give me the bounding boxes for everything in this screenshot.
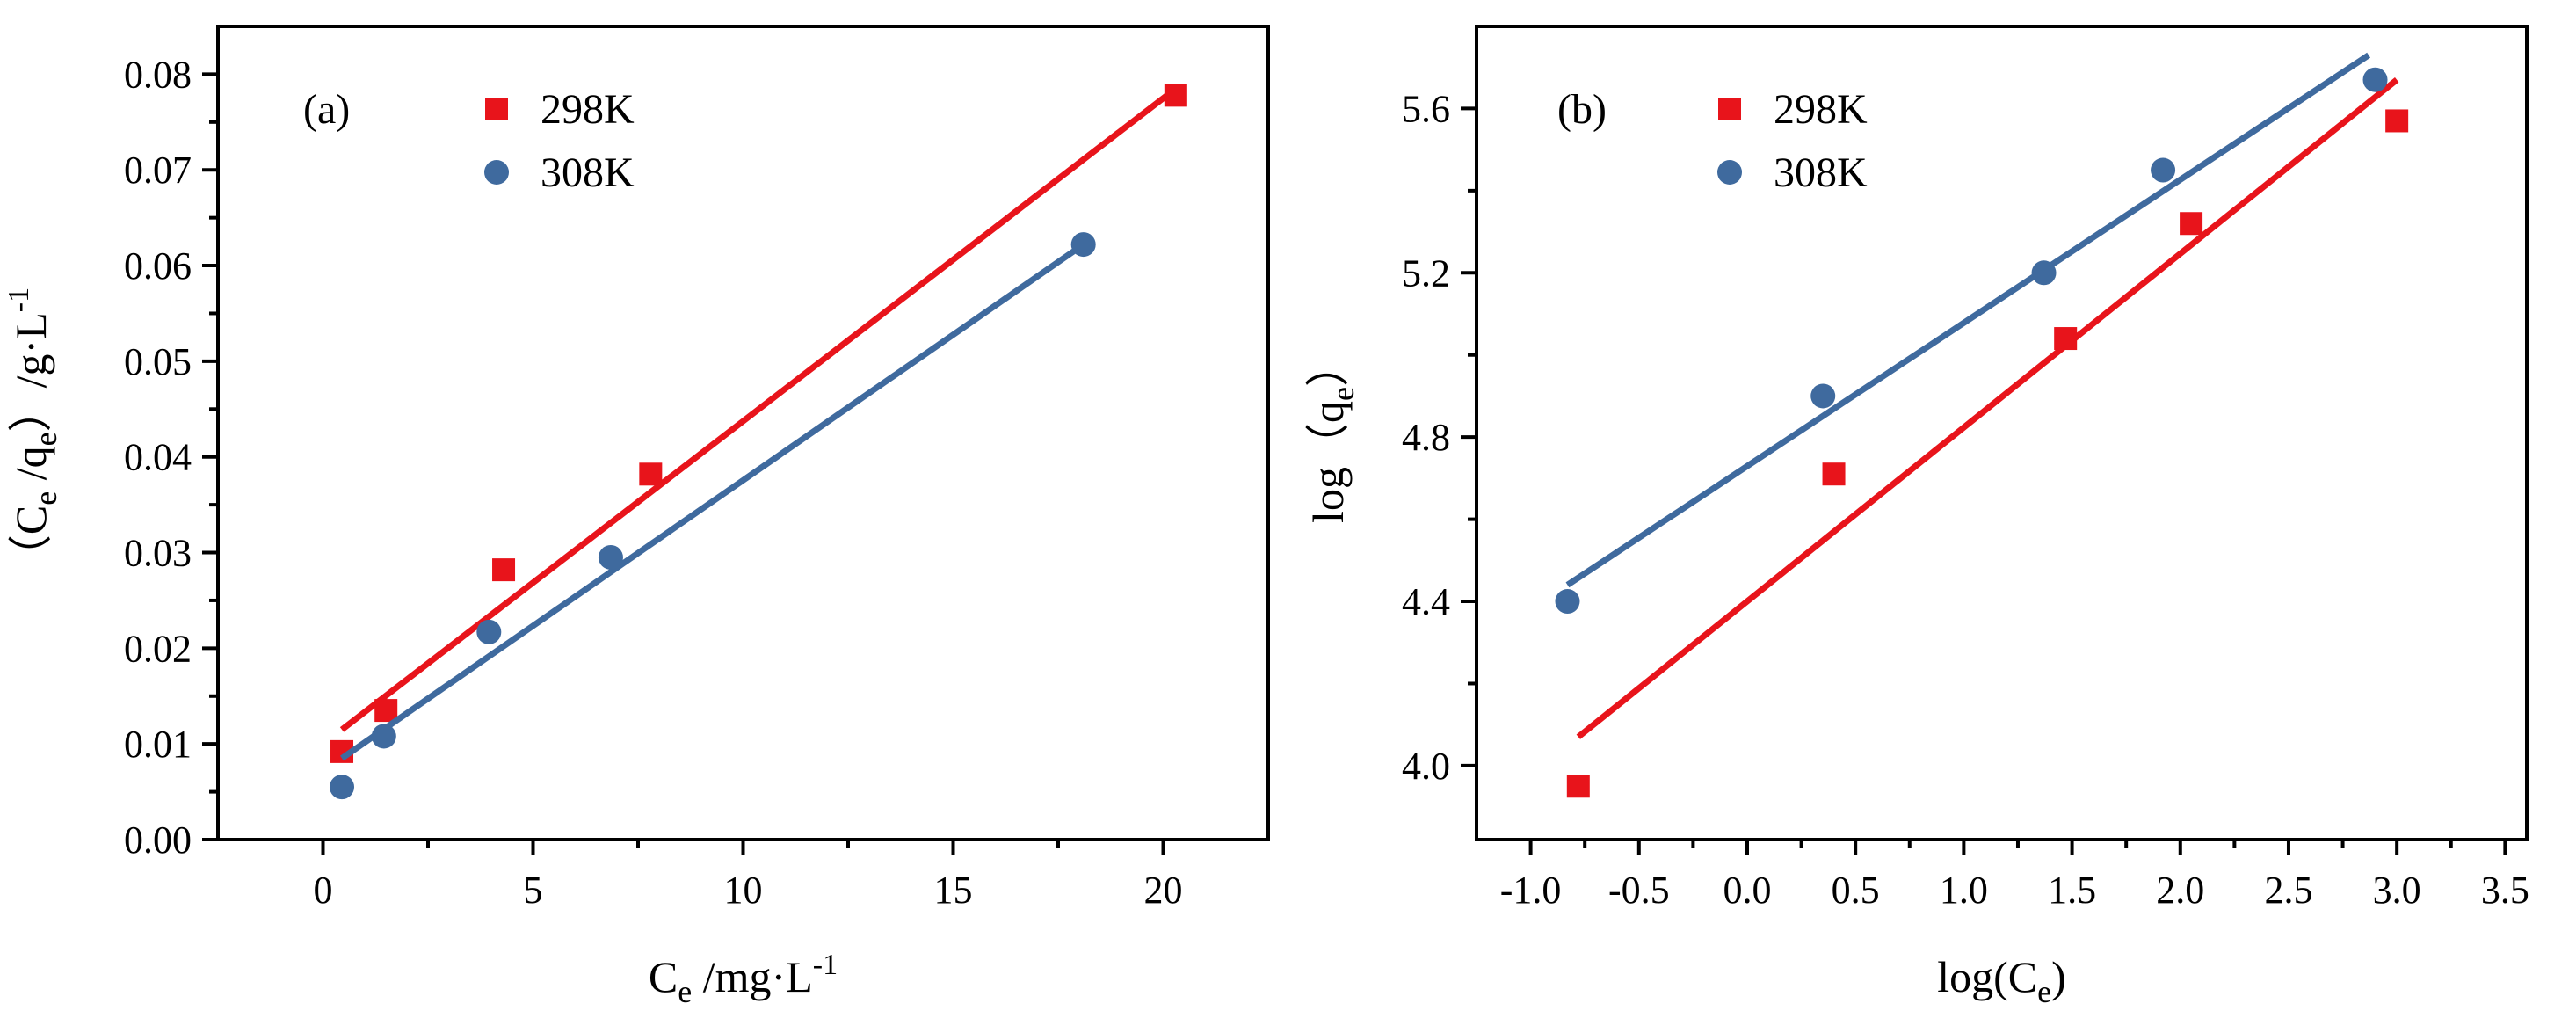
y-tick-label-a: 0.02	[124, 627, 192, 670]
x-tick-label-b: -1.0	[1500, 869, 1562, 912]
legend-marker-298k-a	[485, 98, 508, 120]
y-tick-label-b: 5.2	[1402, 251, 1450, 295]
y-tick-label-b: 5.6	[1402, 87, 1450, 130]
fit-line-298k-a	[339, 85, 1178, 732]
plot-frame-b	[1475, 25, 2529, 841]
x-tick-label-b: 0.5	[1832, 869, 1880, 912]
data-point-298k-b	[2385, 109, 2409, 133]
x-tick-label-a: 20	[1144, 869, 1183, 912]
data-point-298k-a	[492, 558, 516, 582]
legend-label-298k-b: 298K	[1774, 86, 1868, 133]
x-tick-label-b: 1.5	[2048, 869, 2096, 912]
y-tick-label-a: 0.07	[124, 149, 192, 192]
x-tick-label-b: 2.5	[2264, 869, 2312, 912]
fit-line-298k-b	[1576, 77, 2399, 739]
legend-label-308k-b: 308K	[1774, 149, 1868, 196]
x-axis-title-b: log(Ce)	[1937, 952, 2066, 1009]
x-tick-label-b: -0.5	[1608, 869, 1670, 912]
legend-label-308k-a: 308K	[541, 149, 635, 196]
data-point-308k-a	[330, 775, 355, 800]
data-point-298k-b	[1822, 462, 1846, 486]
legend-marker-308k-b	[1717, 160, 1742, 185]
data-point-298k-a	[639, 462, 663, 486]
data-point-308k-a	[476, 619, 502, 644]
legend-marker-298k-b	[1718, 98, 1741, 120]
x-tick-label-b: 3.0	[2373, 869, 2421, 912]
x-tick-label-a: 15	[934, 869, 973, 912]
panel-label-a: (a)	[303, 86, 350, 133]
data-point-308k-b	[1555, 589, 1580, 615]
data-point-308k-a	[598, 544, 623, 570]
data-point-308k-a	[371, 724, 396, 749]
y-tick-label-a: 0.08	[124, 53, 192, 96]
legend-marker-308k-a	[484, 160, 509, 185]
panel-a: 0 5 10 15 20 0.00 0.01 0.02 0.03 0.04 0.05 0.06 0.07…	[3, 25, 1270, 1009]
x-tick-label-b: 0.0	[1723, 869, 1771, 912]
y-tick-label-b: 4.4	[1402, 580, 1450, 623]
x-tick-label-b: 3.5	[2481, 869, 2529, 912]
x-tick-label-a: 0	[314, 869, 333, 912]
panel-b: -1.0 -0.5 0.0 0.5 1.0 1.5 2.0 2.5 3.0 3.5 4.0 4.4 4.…	[1303, 25, 2529, 1009]
data-point-298k-b	[2180, 212, 2203, 236]
data-point-308k-b	[1810, 383, 1836, 409]
data-point-308k-b	[2362, 67, 2388, 92]
y-tick-label-a: 0.04	[124, 436, 192, 479]
x-tick-label-a: 5	[524, 869, 543, 912]
y-tick-label-a: 0.01	[124, 723, 192, 766]
fit-line-308k-b	[1565, 52, 2371, 588]
data-point-308k-b	[2151, 157, 2176, 183]
y-axis-title-b: log（qe）	[1303, 343, 1361, 523]
y-tick-label-a: 0.03	[124, 532, 192, 575]
y-tick-label-a: 0.06	[124, 244, 192, 287]
data-point-298k-a	[1164, 84, 1187, 107]
panel-label-b: (b)	[1557, 86, 1607, 133]
data-point-298k-b	[1566, 775, 1590, 798]
x-tick-label-b: 2.0	[2156, 869, 2204, 912]
legend-label-298k-a: 298K	[541, 86, 635, 133]
y-axis-title-a: （Ce /qe）/g·L-1	[3, 287, 63, 578]
data-point-298k-b	[2054, 327, 2078, 351]
y-tick-label-a: 0.05	[124, 340, 192, 383]
y-tick-label-b: 4.8	[1402, 416, 1450, 459]
fit-line-308k-a	[340, 242, 1085, 761]
x-axis-title-a: Ce /mg·L-1	[649, 949, 838, 1009]
data-point-298k-a	[374, 699, 398, 723]
data-point-308k-a	[1070, 232, 1096, 258]
y-tick-label-b: 4.0	[1402, 745, 1450, 788]
data-point-308k-b	[2031, 260, 2057, 286]
x-tick-label-b: 1.0	[1940, 869, 1988, 912]
y-tick-label-a: 0.00	[124, 818, 192, 862]
x-tick-label-a: 10	[724, 869, 763, 912]
